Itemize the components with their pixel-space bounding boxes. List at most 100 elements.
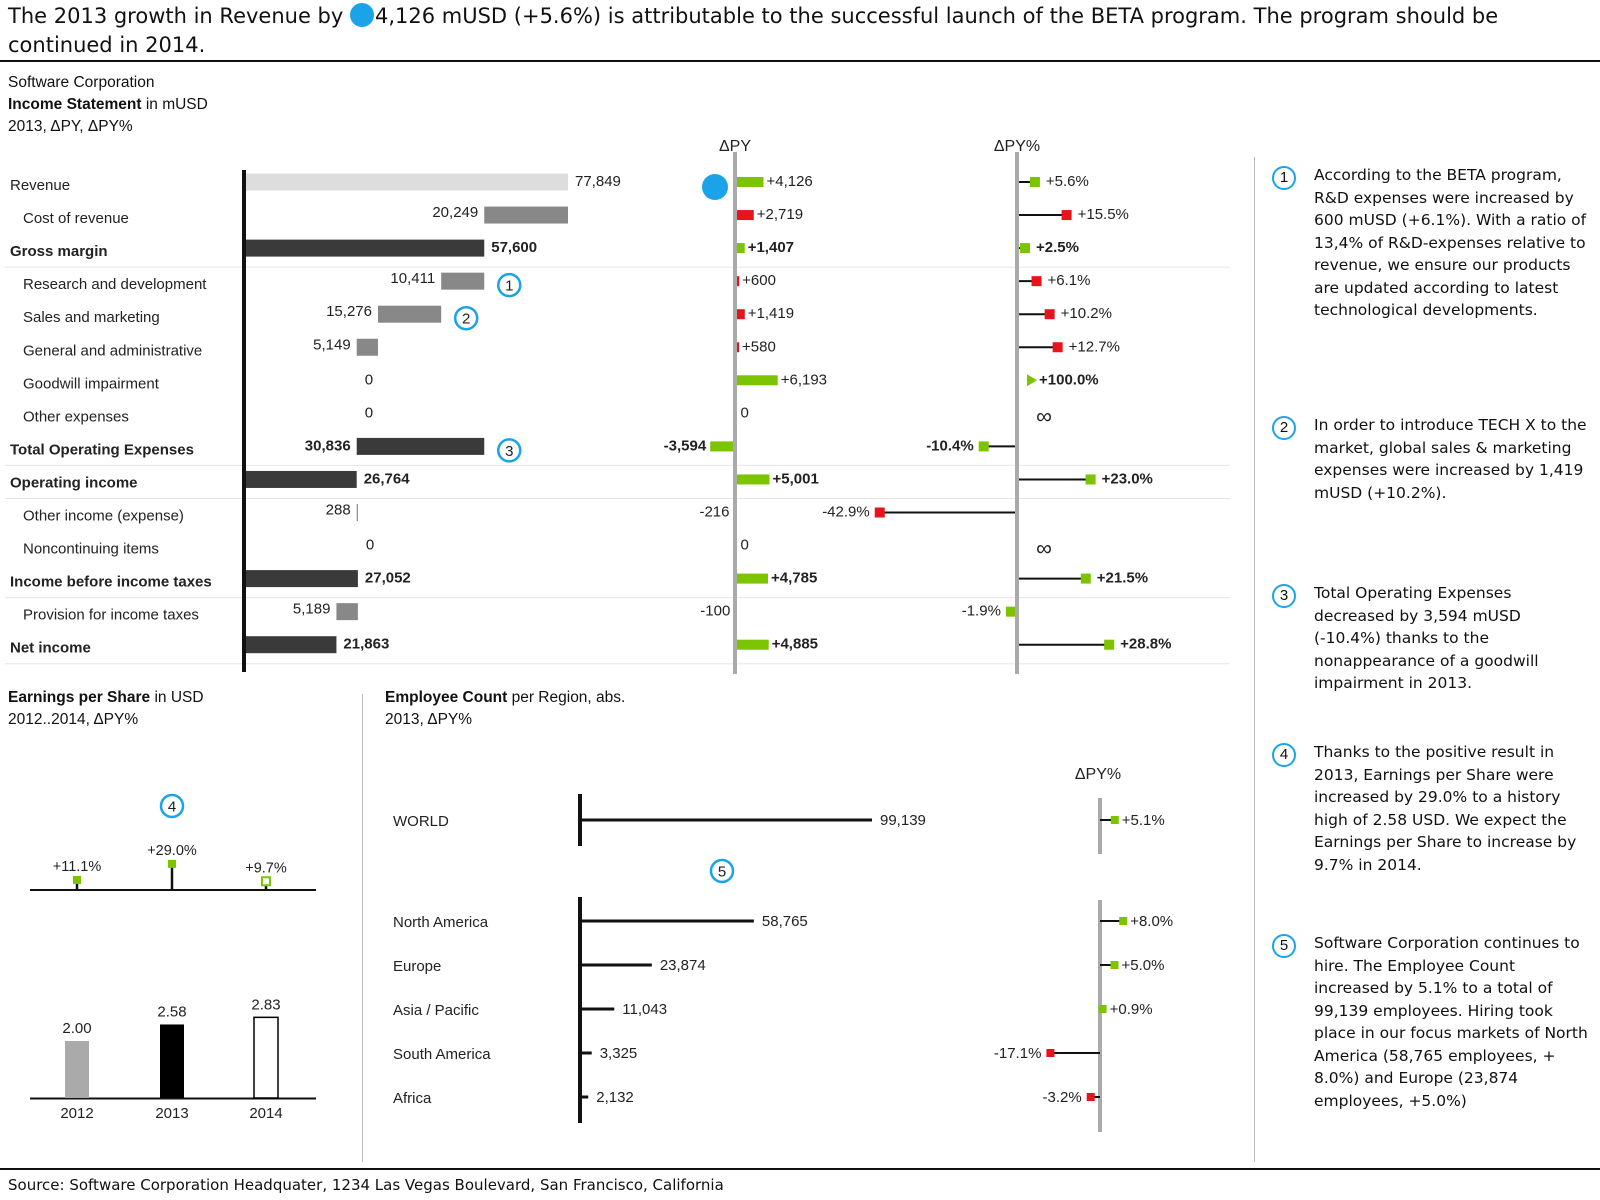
value-label: 0 <box>365 371 373 388</box>
world-dpyp-axis <box>1098 798 1102 854</box>
waterfall-bar <box>441 272 485 290</box>
eps-value-label: 2.58 <box>157 1003 186 1020</box>
dpyp-label: -1.9% <box>962 603 1001 620</box>
note-4: 4 Thanks to the positive result in 2013, … <box>1272 741 1590 876</box>
dpy-label: -3,594 <box>664 437 707 454</box>
note-number: 2 <box>1272 416 1296 440</box>
headline-rule <box>0 60 1600 62</box>
dpy-bar <box>735 474 770 485</box>
row-label: Net income <box>10 640 91 657</box>
dpyp-label: +10.2% <box>1061 305 1112 322</box>
emp-title-bold: Employee Count <box>385 689 508 706</box>
dpy-bar <box>733 507 737 518</box>
dpy-bar <box>735 573 769 584</box>
marker-3: 3 <box>505 443 513 460</box>
eps-dpyp-label: +9.7% <box>245 860 287 876</box>
revenue-dot-icon <box>702 174 728 200</box>
dpy-bar <box>735 342 740 353</box>
dpyp-infinity: ∞ <box>1036 536 1052 561</box>
region-row-dpyp-head <box>1046 1049 1055 1057</box>
waterfall-bar <box>356 338 378 356</box>
dpy-label: +1,419 <box>748 305 794 322</box>
value-label: 10,411 <box>390 270 435 287</box>
row-label: Research and development <box>23 276 207 293</box>
waterfall-bar <box>246 570 358 588</box>
row-label: Income before income taxes <box>10 574 212 591</box>
row-label: Sales and marketing <box>23 309 160 326</box>
dpyp-label: +21.5% <box>1097 570 1148 587</box>
waterfall-bar <box>336 603 358 621</box>
dpyp-infinity: ∞ <box>1036 403 1052 428</box>
dpy-axis <box>733 152 737 674</box>
value-label: 57,600 <box>491 239 537 256</box>
region-row-value-label: 3,325 <box>600 1045 638 1062</box>
income-axis <box>242 170 246 672</box>
value-label: 20,249 <box>432 204 478 221</box>
eps-category-label: 2012 <box>60 1105 93 1122</box>
eps-subtitle: 2012..2014, ΔPY% <box>8 711 139 728</box>
note-number: 4 <box>1272 743 1296 767</box>
note-number: 3 <box>1272 584 1296 608</box>
world-row-dpyp-label: +5.1% <box>1122 812 1165 829</box>
dpyp-label: +23.0% <box>1102 470 1153 487</box>
region-row-value-label: 58,765 <box>762 913 808 930</box>
value-label: 0 <box>366 537 374 554</box>
marker-5-ring <box>709 858 735 884</box>
dpy-label: -216 <box>699 504 729 521</box>
headline: The 2013 growth in Revenue by 4,126 mUSD… <box>8 2 1596 60</box>
dpyp-pin-head <box>1020 243 1030 254</box>
value-label: 5,149 <box>313 336 351 353</box>
dpyp-label: +6.1% <box>1048 272 1091 289</box>
dpy-label: +4,126 <box>766 173 812 190</box>
eps-bar <box>160 1024 184 1098</box>
note-5: 5 Software Corporation continues to hire.… <box>1272 932 1590 1112</box>
dpyp-label: +12.7% <box>1069 338 1120 355</box>
dpy-bar <box>734 606 737 617</box>
eps-bar <box>65 1041 89 1098</box>
note-number: 5 <box>1272 934 1296 958</box>
region-row-dpyp-head <box>1086 1093 1095 1101</box>
value-label: 0 <box>365 404 373 421</box>
note-3: 3 Total Operating Expenses decreased by 3… <box>1272 582 1590 695</box>
eps-category-label: 2013 <box>155 1105 188 1122</box>
dpy-bar <box>710 441 735 452</box>
note-text: According to the BETA program, R&D expen… <box>1314 166 1587 319</box>
marker-4: 4 <box>168 799 176 816</box>
region-row-dpyp-label: +5.0% <box>1122 957 1165 974</box>
eps-title-bold: Earnings per Share <box>8 689 151 706</box>
dpyp-label: +15.5% <box>1078 206 1129 223</box>
note-1: 1 According to the BETA program, R&D expe… <box>1272 164 1590 322</box>
dpy-label: +580 <box>742 338 776 355</box>
dpyp-pin-head <box>1029 177 1040 187</box>
region-row-label: South America <box>393 1046 491 1063</box>
waterfall-bar <box>377 305 442 323</box>
waterfall-bar <box>246 636 337 654</box>
eps-dpyp-label: +29.0% <box>147 843 197 859</box>
dpyp-label: -42.9% <box>822 504 870 521</box>
dpy-label: +4,785 <box>771 570 817 587</box>
world-row-dpyp-head <box>1110 816 1119 824</box>
region-row-dpyp-head <box>1119 917 1128 925</box>
note-text: Total Operating Expenses decreased by 3,… <box>1314 584 1539 692</box>
note-text: Software Corporation continues to hire. … <box>1314 934 1588 1110</box>
region-row-dpyp-label: +0.9% <box>1110 1001 1153 1018</box>
region-row-label: Africa <box>393 1090 432 1107</box>
region-row-dpyp-label: +8.0% <box>1130 913 1173 930</box>
dpyp-label: +28.8% <box>1120 636 1171 653</box>
value-label: 21,863 <box>343 636 389 653</box>
dpy-bar <box>735 210 754 221</box>
row-label: Other income (expense) <box>23 508 184 525</box>
region-row-label: Asia / Pacific <box>393 1002 479 1019</box>
dpy-label: +2,719 <box>757 206 803 223</box>
world-row-label: WORLD <box>393 813 449 830</box>
region-row-dpyp-label: -17.1% <box>994 1045 1042 1062</box>
marker-3-ring <box>496 438 522 463</box>
emp-header: Employee Count per Region, abs. 2013, ΔP… <box>385 687 625 731</box>
dpy-bar <box>735 639 769 650</box>
emp-title: Employee Count per Region, abs. <box>385 687 625 709</box>
waterfall-bar <box>484 206 568 224</box>
dpyp-pin-head <box>1044 309 1055 320</box>
waterfall-bar <box>246 239 485 257</box>
emp-title-rest: per Region, abs. <box>507 689 626 706</box>
eps-title-rest: in USD <box>150 689 204 706</box>
